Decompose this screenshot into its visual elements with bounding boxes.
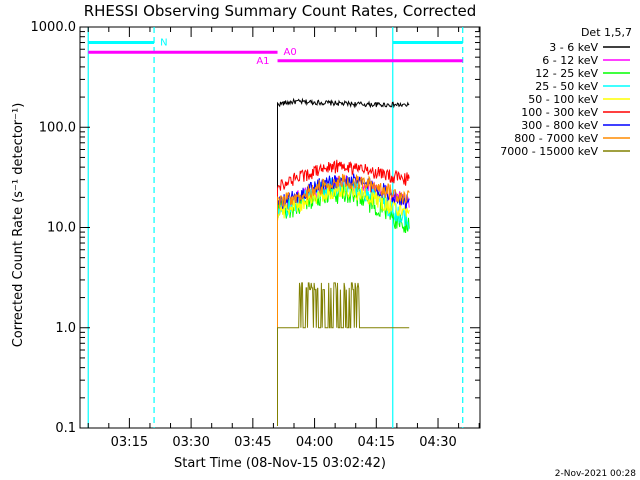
series-line-7000-15000-kev xyxy=(277,282,410,426)
y-axis-label: Corrected Count Rate (s⁻¹ detector⁻¹) xyxy=(11,103,26,348)
y-tick-label: 1.0 xyxy=(55,321,76,336)
x-axis: 03:15 03:30 03:45 04:00 04:15 04:30 xyxy=(87,27,480,450)
legend-entry-label: 300 - 800 keV xyxy=(521,119,598,132)
render-timestamp: 2-Nov-2021 00:28 xyxy=(555,469,637,479)
legend-entry-label: 3 - 6 keV xyxy=(549,41,598,54)
plot-area: N A0 A1 xyxy=(79,26,481,429)
chart-title: RHESSI Observing Summary Count Rates, Co… xyxy=(84,2,477,20)
interval-label-n: N xyxy=(160,38,167,49)
interval-label-a1: A1 xyxy=(256,56,269,67)
y-axis: 0.1 1.0 10.0 100.0 1000.0 xyxy=(31,20,480,436)
legend-title: Det 1,5,7 xyxy=(581,26,632,39)
legend-entry-label: 7000 - 15000 keV xyxy=(500,145,598,158)
y-tick-label: 1000.0 xyxy=(31,20,77,35)
legend-entry-label: 50 - 100 keV xyxy=(528,93,598,106)
x-axis-label: Start Time (08-Nov-15 03:02:42) xyxy=(174,456,386,471)
series-line-3-6-kev xyxy=(277,97,410,426)
series-line-50-100-kev xyxy=(277,182,410,426)
x-tick-label: 03:45 xyxy=(234,435,271,450)
legend-entry-label: 25 - 50 keV xyxy=(535,80,598,93)
y-tick-label: 0.1 xyxy=(55,421,76,436)
y-tick-label: 10.0 xyxy=(47,221,76,236)
legend-entry-label: 100 - 300 keV xyxy=(521,106,598,119)
legend-entry-label: 800 - 7000 keV xyxy=(514,132,598,145)
y-tick-label: 100.0 xyxy=(39,120,76,135)
series-line-100-300-kev xyxy=(277,159,410,426)
x-tick-label: 04:00 xyxy=(296,435,333,450)
x-tick-label: 03:30 xyxy=(172,435,209,450)
plot-frame xyxy=(79,26,481,429)
x-tick-label: 04:15 xyxy=(358,435,395,450)
interval-label-a0: A0 xyxy=(284,47,297,58)
x-tick-label: 04:30 xyxy=(419,435,456,450)
legend-entry-label: 12 - 25 keV xyxy=(535,67,598,80)
x-tick-label: 03:15 xyxy=(111,435,148,450)
legend-entry-label: 6 - 12 keV xyxy=(542,54,598,67)
series-line-800-7000-kev xyxy=(277,173,410,426)
